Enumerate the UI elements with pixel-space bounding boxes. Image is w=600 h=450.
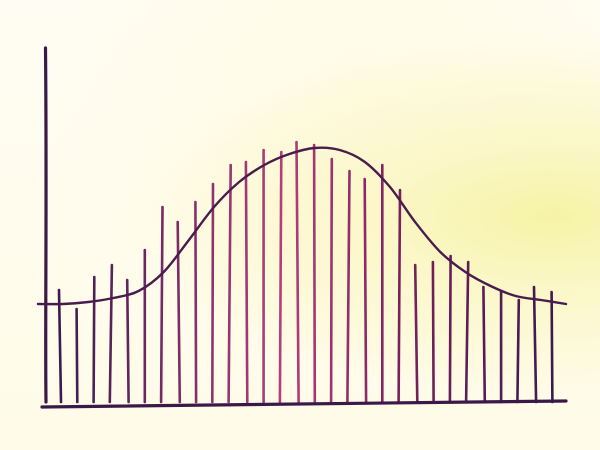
- histogram-bar: [532, 285, 538, 404]
- histogram-bar: [244, 160, 249, 404]
- histogram-bar: [431, 260, 435, 404]
- histogram-bars: [57, 140, 554, 404]
- x-axis-line: [40, 399, 568, 409]
- histogram-bar: [211, 182, 215, 404]
- histogram-bar: [278, 150, 283, 404]
- bell-curve-line: [36, 146, 568, 306]
- histogram-bar: [194, 200, 198, 404]
- y-axis-line: [43, 46, 48, 404]
- histogram-bar: [227, 163, 232, 404]
- histogram-bar: [464, 260, 470, 404]
- histogram-bar: [363, 177, 368, 404]
- histogram-bar: [295, 140, 300, 404]
- histogram-bar: [176, 220, 182, 404]
- histogram-bar: [75, 307, 79, 404]
- histogram-bar: [482, 285, 487, 404]
- histogram-bar: [312, 143, 317, 404]
- histogram-bar: [159, 205, 164, 404]
- histogram-bar: [397, 188, 402, 404]
- histogram-bar: [125, 278, 130, 404]
- histogram-bar: [413, 263, 419, 404]
- histogram-bar: [550, 290, 554, 404]
- histogram-bar: [346, 169, 351, 404]
- histogram-bar: [57, 288, 63, 404]
- histogram-bar: [329, 157, 334, 404]
- histogram-bar: [448, 254, 452, 404]
- histogram-bar: [516, 298, 521, 404]
- histogram-bar: [92, 275, 96, 404]
- histogram-bar: [108, 263, 114, 404]
